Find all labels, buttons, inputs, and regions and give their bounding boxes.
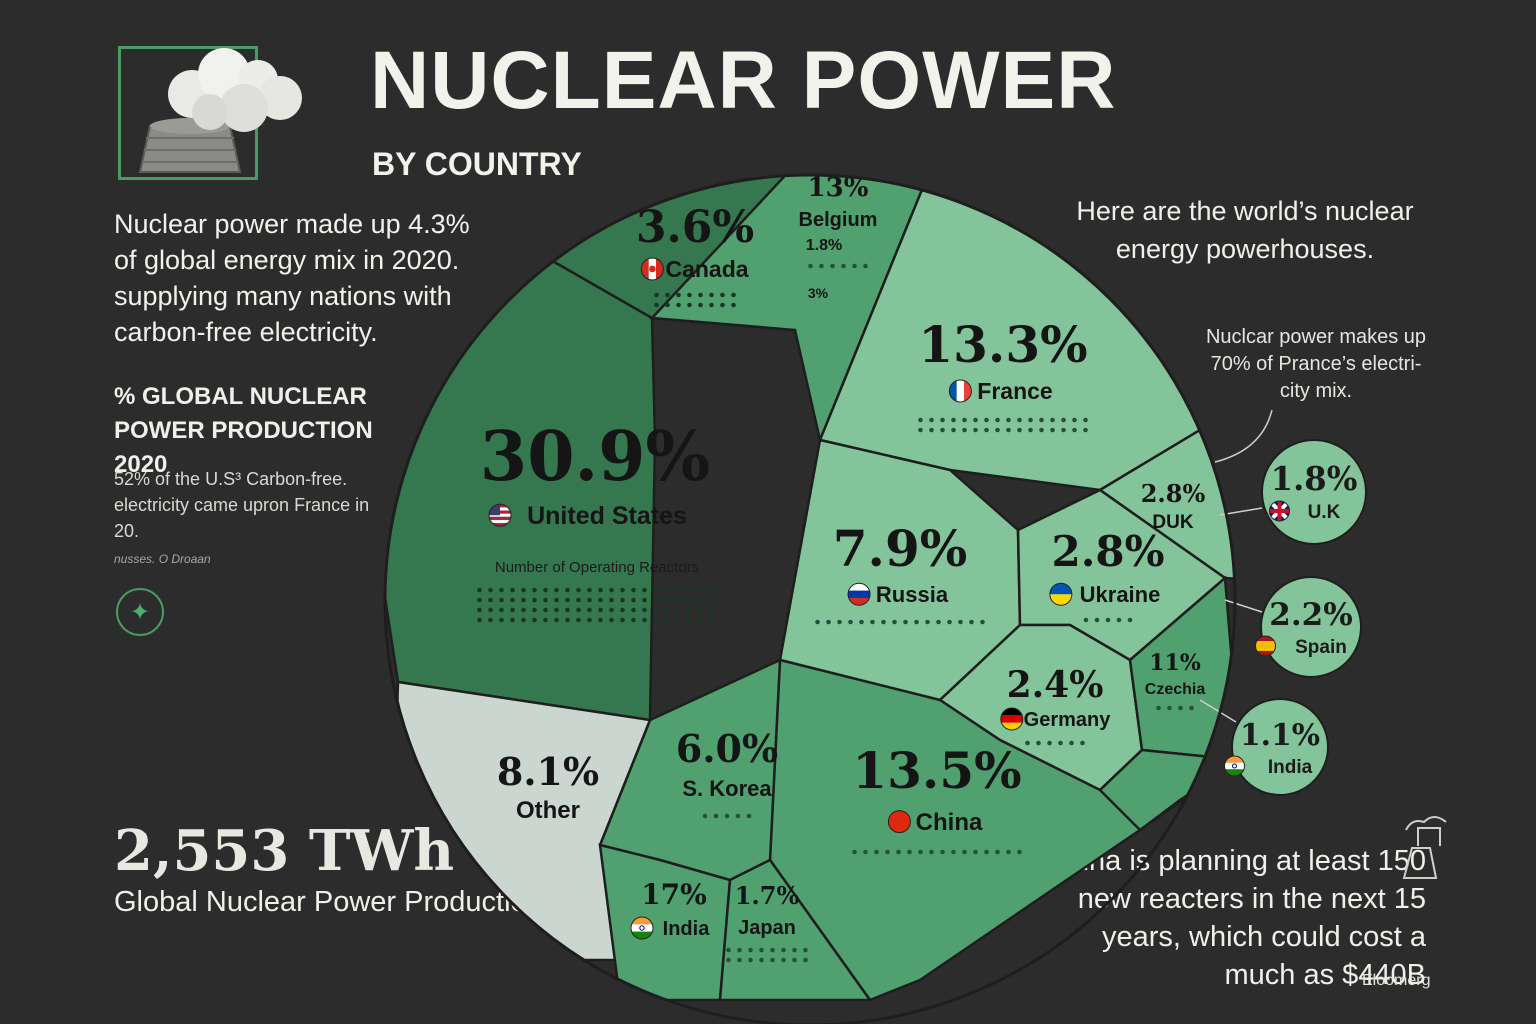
flag-ru-icon (847, 582, 871, 606)
callout-value-uk: 1.8% (1271, 460, 1358, 498)
label-canada: Canada (665, 256, 748, 282)
value-czechia: 11% (1149, 650, 1201, 676)
value-china: 13.5% (852, 741, 1021, 800)
cell-india (598, 843, 732, 1002)
intro-text: Nuclear power made up 4.3% of global ene… (114, 209, 470, 347)
reactor-dots-us (477, 587, 713, 623)
callout-india2 (1231, 698, 1329, 796)
value-germany: 2.4% (1007, 664, 1104, 706)
callout-uk (1261, 439, 1367, 545)
cell-japan (718, 858, 873, 1002)
label-belgium: Belgium (799, 209, 878, 231)
lightning-bolt-icon: ✦ (116, 588, 164, 636)
flag-cn-icon (887, 810, 911, 834)
section-heading: % GLOBAL NUCLEAR POWER PRODUCTION 2020 (114, 383, 373, 478)
cell-duk (1097, 397, 1235, 582)
label-czechia: Czechia (1145, 681, 1206, 698)
label-india: India (663, 918, 711, 940)
cell-skorea (598, 657, 782, 882)
callout-label-spain: Spain (1295, 637, 1347, 658)
label-duk: DUK (1152, 512, 1193, 533)
page-subtitle: BY COUNTRY (372, 146, 582, 182)
leader-uk (1219, 507, 1263, 516)
flag-fr-icon (948, 379, 972, 403)
extra-belgium-0: 1.8% (806, 237, 842, 254)
cell-canada (528, 175, 797, 332)
label-france: France (977, 378, 1052, 404)
value-skorea: 6.0% (676, 726, 778, 771)
value-france: 13.3% (918, 315, 1087, 374)
value-canada: 3.6% (636, 202, 754, 253)
value-ukraine: 2.8% (1052, 527, 1165, 576)
extra-belgium-1: 3% (808, 285, 829, 301)
callout-label-india2: India (1268, 757, 1313, 778)
callout-spain (1260, 576, 1362, 678)
label-skorea: S. Korea (682, 776, 772, 801)
source-credit: Eloomerg (1362, 972, 1431, 989)
flag-ua-icon (1049, 582, 1073, 606)
label-china: China (916, 809, 983, 836)
cell-russia (778, 438, 1022, 702)
label-russia: Russia (876, 582, 949, 607)
cooling-tower-icon (138, 48, 302, 173)
page-title: NUCLEAR POWER (370, 35, 1117, 126)
reactor-dots-czechia (1156, 705, 1194, 711)
reactor-dots-russia (815, 619, 985, 625)
france-note: Nuclcar power makes up 70% of Prance’s e… (1205, 326, 1427, 402)
value-russia: 7.9% (833, 519, 968, 578)
reactor-dots-ukraine (1083, 617, 1133, 623)
total-label: Global Nuclear Power Production (114, 886, 543, 918)
callout-value-spain: 2.2% (1269, 597, 1352, 633)
label-other: Other (516, 797, 580, 824)
cell-ukraine (1016, 488, 1228, 662)
leader-india2 (1199, 699, 1237, 723)
value-japan: 1.7% (735, 881, 800, 910)
value-duk: 2.8% (1141, 479, 1206, 508)
right-heading: Here are the world’s nuclear energy powe… (1076, 196, 1414, 264)
callout-label-uk: U.K (1308, 502, 1341, 523)
flag-uk-icon (1269, 500, 1290, 522)
cell-czechia (1128, 575, 1235, 762)
flag-in-icon (1224, 755, 1245, 777)
flag-es-icon (1255, 635, 1276, 657)
label-us: United States (527, 502, 687, 530)
logo-frame (118, 46, 302, 180)
flag-ca-icon (640, 257, 664, 281)
flag-de-icon (1000, 707, 1024, 731)
label-japan: Japan (738, 917, 796, 939)
callout-value-india2: 1.1% (1240, 718, 1320, 753)
reactor-label: Number of Operating Reactors (495, 559, 699, 576)
flag-us-icon (488, 503, 512, 527)
label-ukraine: Ukraine (1080, 582, 1161, 607)
reactor-dots-germany (1025, 740, 1085, 746)
leader-france-note (1214, 409, 1273, 463)
fact-source: nusses. O Droaan (114, 552, 211, 566)
reactor-dots-belgium (808, 263, 868, 269)
cell-germany (937, 623, 1144, 792)
value-us: 30.9% (480, 417, 710, 497)
leader-spain (1224, 599, 1263, 613)
value-india: 17% (641, 878, 707, 911)
fact-text: 52% of the U.S³ Carbon-free. electricity… (114, 469, 370, 541)
value-other: 8.1% (497, 749, 599, 794)
label-germany: Germany (1024, 709, 1112, 731)
reactor-dots-france (918, 417, 1088, 433)
reactor-dots-skorea (702, 813, 752, 819)
reactor-dots-japan (726, 947, 808, 963)
total-value: 2,553 TWh (114, 818, 455, 884)
value-belgium: 13% (808, 173, 869, 203)
flag-in-icon (630, 916, 654, 940)
cell-belgium (649, 175, 932, 445)
reactor-dots-china (852, 849, 1022, 855)
reactor-dots-canada (654, 292, 736, 308)
cell-unlabeled-0 (1098, 748, 1235, 832)
